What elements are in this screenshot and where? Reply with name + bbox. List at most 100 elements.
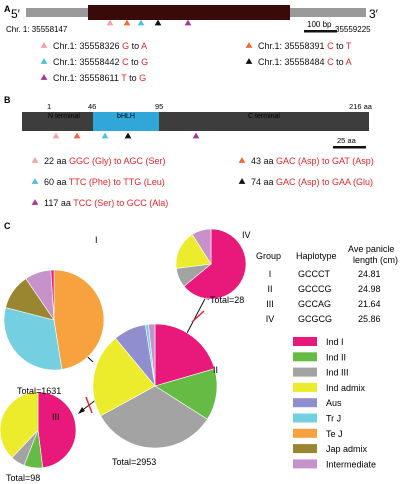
- substitution-position: 74 aa: [251, 177, 276, 187]
- pie-II: [92, 323, 218, 449]
- pie-I-slice-te-j: [53, 269, 105, 370]
- pie-IV: [175, 228, 247, 300]
- table-cell-panicle: 21.64: [358, 299, 381, 309]
- table-cell-haplotype: GCCAG: [298, 299, 331, 309]
- table-cell-haplotype: GCCCT: [298, 269, 330, 279]
- legend-swatch: [293, 459, 317, 469]
- pos-46-label: 46: [88, 102, 96, 111]
- legend-label: Ind I: [326, 337, 344, 347]
- pie-III-group-label: III: [52, 412, 60, 422]
- three-prime-label: 3′: [369, 7, 379, 21]
- legend-swatch: [293, 382, 317, 392]
- variant-alt: G: [139, 73, 146, 83]
- variant-ref: T: [121, 73, 127, 83]
- substitution-1-text: 22 aa GGC (Gly) to AGC (Ser): [44, 156, 166, 166]
- legend-label: Aus: [326, 398, 342, 408]
- variant-ref: C: [122, 57, 129, 67]
- panel-a-label: A: [4, 4, 11, 14]
- variant-5-text: Chr.1: 35558611 T to G: [53, 73, 146, 83]
- panel-a-scale-label: 100 bp: [307, 20, 332, 29]
- legend-label: Tr J: [326, 414, 341, 424]
- pie-I-group-label: I: [95, 235, 98, 245]
- c-terminal-label: C terminal: [248, 113, 280, 120]
- panel-b-marker-1: [52, 132, 60, 139]
- legend-label: Jap admix: [326, 444, 368, 454]
- table-cell-group: II: [267, 284, 272, 294]
- substitution-change: GAC (Asp) to GAT (Asp): [276, 156, 374, 166]
- pie-III: [0, 391, 77, 469]
- legend-item: Tr J: [293, 413, 341, 424]
- panel-b-marker-5: [192, 132, 200, 139]
- table-header-group: Group: [256, 251, 281, 261]
- connector-IV-mark: [191, 310, 205, 323]
- legend-swatch: [293, 413, 317, 423]
- panel-b-variant-markers: [52, 132, 200, 139]
- panel-a-marker-5: [184, 19, 192, 26]
- legend-item: Intermediate: [293, 459, 376, 469]
- variant-2-icon: [245, 42, 253, 48]
- legend-swatch: [293, 337, 317, 346]
- legend-item: Ind III: [293, 367, 349, 378]
- pos-95-label: 95: [155, 102, 163, 111]
- substitution-2-icon: [238, 157, 246, 163]
- substitution-position: 43 aa: [251, 156, 276, 166]
- variant-2-text: Chr.1: 35558391 C to T: [258, 41, 352, 51]
- pie-II-group-label: II: [213, 365, 218, 375]
- table-cell-group: I: [269, 269, 272, 279]
- table-row: III GCCAG 21.64: [266, 299, 380, 309]
- legend-label: Ind III: [326, 368, 349, 378]
- panel-b-marker-4: [124, 132, 132, 139]
- five-prime-label: 5′: [11, 7, 21, 21]
- variant-4-text: Chr.1: 35558484 C to A: [258, 57, 352, 67]
- pie-I-slice-ind-i: [50, 269, 55, 321]
- legend-swatch: [293, 352, 317, 362]
- connector-III-arrow: [78, 407, 85, 414]
- substitution-3-text: 60 aa TTC (Phe) to TTG (Leu): [44, 177, 165, 187]
- legend-item: Jap admix: [293, 444, 368, 454]
- panel-a-scale-bar: [304, 30, 337, 33]
- protein-bar-lower: [22, 120, 369, 131]
- panel-b-marker-2: [73, 132, 81, 139]
- table-cell-panicle: 24.98: [358, 284, 381, 294]
- table-cell-panicle: 24.81: [358, 269, 381, 279]
- substitution-position: 117 aa: [44, 198, 73, 208]
- substitution-position: 22 aa: [44, 156, 69, 166]
- substitution-1-icon: [31, 157, 39, 163]
- substitution-5-text: 117 aa TCC (Ser) to GCC (Ala): [44, 198, 168, 208]
- legend: Ind I Ind II Ind III Ind admix Aus Tr J Te J Ja…: [293, 337, 376, 469]
- variant-ref: C: [327, 57, 334, 67]
- legend-label: Te J: [326, 429, 343, 439]
- table-cell-panicle: 25.86: [358, 314, 381, 324]
- variant-1-icon: [40, 42, 48, 48]
- table-cell-group: IV: [266, 314, 275, 324]
- pie-IV-total: Total=28: [210, 295, 244, 305]
- legend-label: Intermediate: [326, 459, 376, 469]
- table-cell-group: III: [266, 299, 274, 309]
- legend-swatch: [293, 444, 317, 454]
- pie-II-slice-intermediate: [148, 323, 156, 387]
- variant-alt: T: [346, 41, 352, 51]
- variant-position: Chr.1: 35558391: [258, 41, 327, 51]
- substitution-2-text: 43 aa GAC (Asp) to GAT (Asp): [251, 156, 374, 166]
- legend-swatch: [293, 398, 317, 408]
- substitution-change: GGC (Gly) to AGC (Ser): [69, 156, 166, 166]
- table-cell-haplotype: GCCCG: [298, 284, 332, 294]
- variant-position: Chr.1: 35558326: [53, 41, 122, 51]
- table-row: II GCCCG 24.98: [267, 284, 380, 294]
- substitution-3-icon: [31, 178, 39, 184]
- substitution-change: TCC (Ser) to GCC (Ala): [73, 198, 168, 208]
- legend-label: Ind II: [326, 352, 346, 362]
- coding-region: [88, 5, 290, 20]
- connector-IV: [185, 294, 208, 336]
- legend-item: Ind admix: [293, 382, 366, 393]
- panel-b-scale-bar: [333, 146, 366, 149]
- pie-III-total: Total=98: [6, 473, 40, 483]
- panel-a-marker-4: [154, 19, 162, 26]
- panel-b-marker-3: [101, 132, 109, 139]
- pie-II-slice-ind-admix: [92, 337, 156, 417]
- panel-c-label: C: [4, 221, 11, 231]
- panel-a-variant-markers: [106, 19, 192, 26]
- pos-start-label: 1: [47, 102, 51, 111]
- variant-position: Chr.1: 35558611: [53, 73, 121, 83]
- variant-position: Chr.1: 35558442: [53, 57, 122, 67]
